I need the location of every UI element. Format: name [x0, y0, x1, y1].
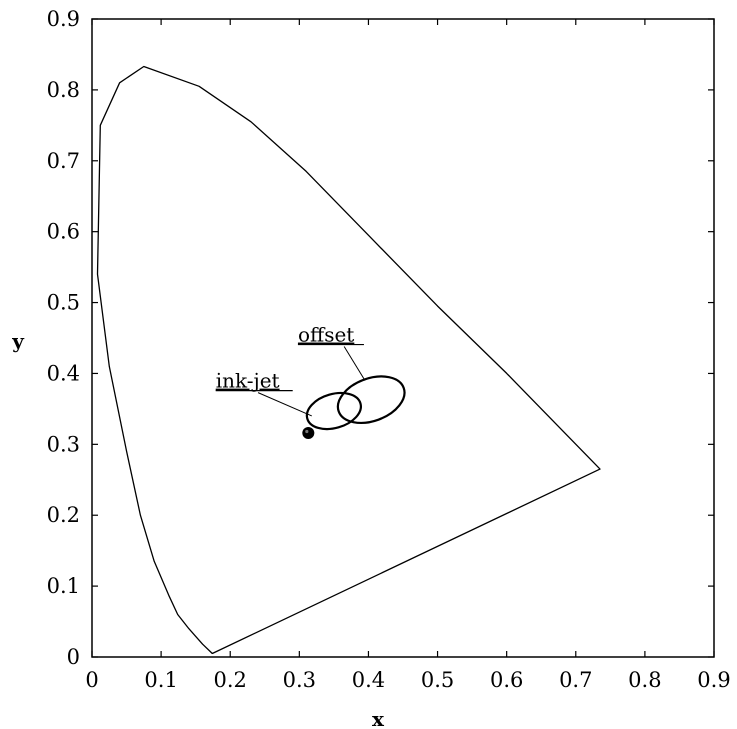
y-tick-label: 0.3 — [47, 432, 80, 456]
white-point-highlight — [305, 429, 309, 434]
white-point-marker — [302, 426, 315, 439]
y-tick-label: 0.8 — [47, 78, 80, 102]
ink-jet-ellipse — [305, 391, 362, 431]
y-tick-label: 0.6 — [47, 220, 80, 244]
annotation-offset: offset — [298, 323, 354, 347]
spectrum-locus — [96, 65, 601, 655]
chart-marks: ink-jet offset — [96, 65, 601, 655]
y-tick-labels: 0 0.1 0.2 0.3 0.4 0.5 0.6 0.7 0.8 0.9 — [47, 7, 80, 669]
y-tick-label: 0.2 — [47, 503, 80, 527]
y-tick-label: 0.4 — [47, 361, 80, 385]
annotation-ink-jet: ink-jet — [216, 369, 280, 393]
x-tick-label: 0.8 — [628, 668, 661, 692]
plot-frame — [91, 18, 715, 658]
x-tick-label: 0.4 — [352, 668, 385, 692]
x-axis-label: x — [372, 707, 385, 729]
offset-ellipse — [336, 375, 406, 424]
x-tick-label: 0.7 — [559, 668, 592, 692]
annotation-leader — [257, 392, 312, 417]
x-tick-label: 0.2 — [214, 668, 247, 692]
y-axis-label: y — [11, 329, 25, 353]
y-tick-label: 0 — [67, 645, 80, 669]
y-tick-label: 0.5 — [47, 291, 80, 315]
annotation-leader — [343, 346, 366, 381]
x-tick-label: 0.5 — [421, 668, 454, 692]
y-tick-label: 0.9 — [47, 7, 80, 31]
x-tick-label: 0.3 — [283, 668, 316, 692]
tick-marks — [91, 18, 715, 658]
x-tick-label: 0.6 — [490, 668, 523, 692]
x-tick-label: 0.9 — [697, 668, 730, 692]
y-tick-label: 0.7 — [47, 149, 80, 173]
x-tick-labels: 0 0.1 0.2 0.3 0.4 0.5 0.6 0.7 0.8 0.9 — [85, 668, 730, 692]
y-tick-label: 0.1 — [47, 574, 80, 598]
x-tick-label: 0.1 — [144, 668, 177, 692]
x-tick-label: 0 — [85, 668, 98, 692]
